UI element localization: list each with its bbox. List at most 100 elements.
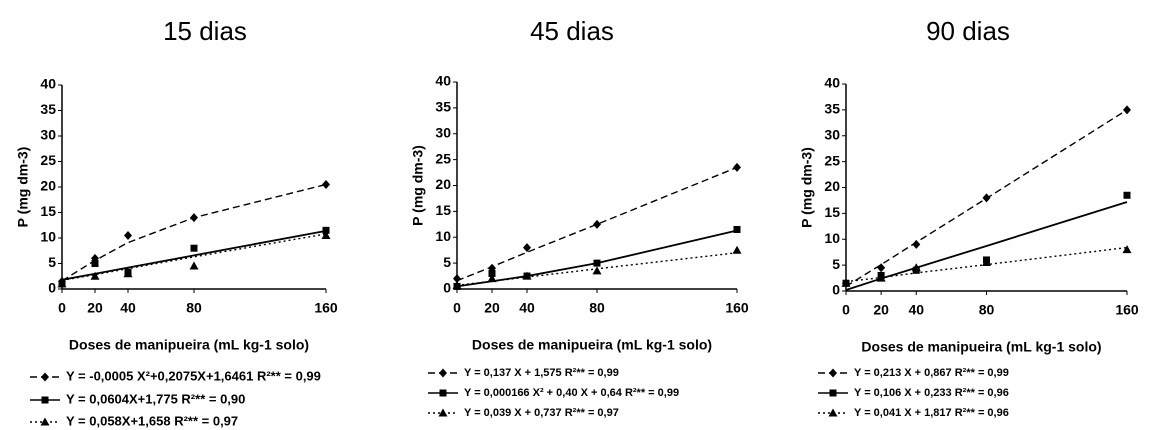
legend-marker [829, 368, 837, 378]
x-tick-label: 0 [453, 300, 461, 316]
chart-title: 90 dias [926, 16, 1010, 46]
y-tick-label: 15 [435, 202, 451, 218]
y-tick-label: 25 [40, 152, 56, 168]
marker-triangle [57, 279, 67, 288]
marker-triangle [189, 261, 199, 270]
legend-label: Y = 0,000166 X² + 0,40 X + 0,64 R²** = 0… [464, 387, 679, 399]
y-tick-label: 40 [40, 76, 56, 92]
x-tick-label: 0 [58, 300, 66, 316]
legend-label: Y = 0,041 X + 1,817 R²** = 0,96 [854, 407, 1009, 419]
marker-square [488, 269, 496, 277]
fit-line [61, 229, 327, 281]
y-tick-label: 5 [48, 254, 56, 270]
y-tick-label: 10 [435, 228, 451, 244]
chart-title: 45 dias [530, 16, 614, 46]
legend-marker [439, 389, 447, 397]
y-tick-label: 35 [435, 99, 451, 115]
legend-label: Y = 0,106 X + 0,233 R²** = 0,96 [854, 387, 1009, 399]
marker-triangle [1122, 245, 1132, 254]
fit-line [456, 166, 738, 282]
marker-square [1123, 191, 1131, 199]
y-axis-label: P (mg dm-3) [410, 145, 426, 226]
marker-triangle [452, 280, 462, 289]
marker-diamond [982, 193, 991, 203]
x-tick-label: 80 [589, 300, 605, 316]
legend-label: Y = 0,039 X + 0,737 R²** = 0,97 [464, 407, 619, 419]
x-tick-label: 80 [186, 300, 202, 316]
x-axis-label: Doses de manipueira (mL kg-1 solo) [69, 337, 309, 353]
marker-diamond [1123, 105, 1131, 115]
y-tick-label: 0 [443, 280, 451, 296]
legend-marker [41, 372, 49, 382]
y-tick-label: 15 [824, 204, 840, 220]
y-tick-label: 5 [832, 256, 840, 272]
y-tick-label: 30 [435, 124, 451, 140]
legend-label: Y = 0,058X+1,658 R²** = 0,97 [66, 413, 238, 428]
y-tick-label: 20 [435, 176, 451, 192]
marker-diamond [593, 219, 601, 229]
marker-triangle [982, 258, 991, 267]
x-tick-label: 80 [979, 302, 995, 318]
legend-marker [40, 417, 50, 426]
y-tick-label: 35 [824, 101, 840, 117]
legend-marker [439, 368, 447, 378]
y-tick-label: 0 [48, 280, 56, 296]
y-tick-label: 5 [443, 254, 451, 270]
y-axis-label: P (mg dm-3) [15, 147, 31, 228]
y-tick-label: 40 [435, 73, 451, 89]
marker-triangle [90, 271, 100, 280]
x-tick-label: 20 [484, 300, 500, 316]
fit-line [61, 183, 327, 282]
marker-square [91, 260, 99, 267]
y-tick-label: 40 [824, 75, 840, 91]
marker-square [593, 259, 601, 267]
marker-triangle [487, 274, 497, 283]
x-tick-label: 160 [725, 300, 749, 316]
legend-label: Y = 0,213 X + 0,867 R²** = 0,99 [854, 367, 1009, 379]
marker-diamond [322, 179, 330, 189]
x-tick-label: 40 [908, 302, 924, 318]
y-tick-label: 25 [824, 152, 840, 168]
marker-diamond [190, 213, 198, 223]
y-tick-label: 10 [40, 229, 56, 245]
x-tick-label: 40 [519, 300, 535, 316]
marker-triangle [876, 273, 886, 282]
legend-marker [41, 396, 49, 404]
x-tick-label: 20 [87, 300, 103, 316]
legend-marker [829, 389, 837, 397]
marker-triangle [123, 269, 133, 278]
x-tick-label: 160 [314, 300, 338, 316]
marker-diamond [453, 274, 461, 284]
y-tick-label: 10 [824, 230, 840, 246]
fit-line [456, 229, 738, 288]
legend-marker [828, 408, 838, 417]
marker-diamond [124, 230, 132, 240]
legend-label: Y = 0,0604X+1,775 R²** = 0,90 [66, 391, 245, 406]
marker-triangle [522, 271, 532, 280]
legend-label: Y = -0,0005 X²+0,2075X+1,6461 R²** = 0,9… [66, 368, 321, 383]
marker-triangle [321, 230, 331, 239]
chart-title: 15 dias [163, 16, 247, 46]
y-tick-label: 30 [824, 126, 840, 142]
marker-square [190, 244, 198, 252]
y-tick-label: 30 [40, 127, 56, 143]
y-axis-label: P (mg dm-3) [799, 147, 815, 228]
fit-line [845, 246, 1128, 283]
y-tick-label: 25 [435, 150, 451, 166]
marker-triangle [732, 245, 742, 254]
y-tick-label: 20 [40, 178, 56, 194]
marker-diamond [912, 239, 921, 249]
x-tick-label: 20 [873, 302, 889, 318]
x-tick-label: 160 [1115, 302, 1139, 318]
marker-square [733, 225, 741, 233]
x-tick-label: 40 [120, 300, 136, 316]
legend-label: Y = 0,137 X + 1,575 R²** = 0,99 [464, 367, 619, 379]
legend-marker [438, 408, 448, 417]
y-tick-label: 20 [824, 178, 840, 194]
marker-triangle [841, 278, 851, 287]
fit-line [845, 201, 1128, 291]
marker-triangle [592, 266, 602, 275]
marker-diamond [877, 263, 886, 273]
x-axis-label: Doses de manipueira (mL kg-1 solo) [861, 339, 1101, 355]
marker-diamond [733, 162, 741, 172]
